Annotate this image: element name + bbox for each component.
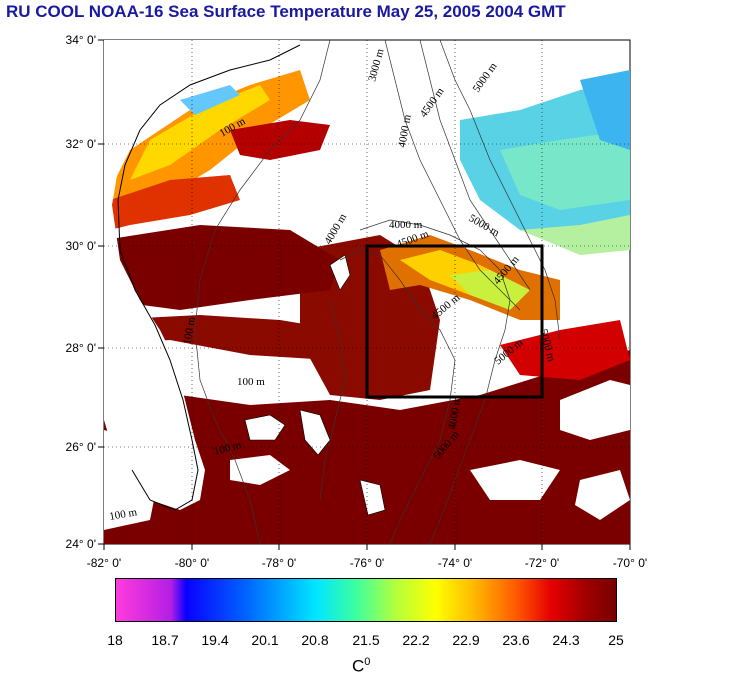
lat-label: 32° 0' bbox=[66, 137, 96, 151]
colorbar-label: 24.3 bbox=[552, 632, 580, 648]
lat-label: 34° 0' bbox=[66, 33, 96, 47]
colorbar-label: 25 bbox=[608, 632, 624, 648]
colorbar-label: 20.1 bbox=[251, 632, 279, 648]
lat-label: 26° 0' bbox=[66, 440, 96, 454]
lat-label: 24° 0' bbox=[66, 537, 96, 551]
lon-label: -70° 0' bbox=[613, 556, 647, 570]
colorbar-label: 22.2 bbox=[402, 632, 430, 648]
contour-label: 100 m bbox=[181, 316, 198, 346]
colorbar-label: 18.7 bbox=[151, 632, 179, 648]
colorbar-label: 21.5 bbox=[352, 632, 380, 648]
unit-text: C bbox=[352, 656, 365, 676]
contour-label: 4000 m bbox=[446, 395, 464, 430]
lat-label: 28° 0' bbox=[66, 341, 96, 355]
sst-field: 100 m 100 m 100 m 100 m 100 m 3000 m 400… bbox=[104, 40, 630, 544]
contour-label: 100 m bbox=[108, 506, 138, 523]
map-title: RU COOL NOAA-16 Sea Surface Temperature … bbox=[6, 2, 566, 21]
contour-label: 100 m bbox=[237, 376, 265, 388]
colorbar-label: 22.9 bbox=[452, 632, 480, 648]
colorbar-label: 18 bbox=[107, 632, 123, 648]
lon-label: -74° 0' bbox=[438, 556, 472, 570]
lon-label: -76° 0' bbox=[350, 556, 384, 570]
colorbar-label: 19.4 bbox=[201, 632, 229, 648]
lon-label: -78° 0' bbox=[262, 556, 296, 570]
colorbar-label: 20.8 bbox=[301, 632, 329, 648]
colorbar-label: 23.6 bbox=[502, 632, 530, 648]
lon-label: -82° 0' bbox=[87, 556, 121, 570]
lon-label: -72° 0' bbox=[525, 556, 559, 570]
study-area-box bbox=[365, 244, 544, 399]
lon-label: -80° 0' bbox=[175, 556, 209, 570]
contour-label: 4000 m bbox=[396, 113, 414, 148]
contour-label: 4000 m bbox=[389, 219, 423, 231]
unit-superscript: 0 bbox=[364, 656, 371, 668]
temperature-colorbar bbox=[115, 578, 617, 622]
colorbar-unit: C0 bbox=[352, 656, 370, 677]
lat-label: 30° 0' bbox=[66, 239, 96, 253]
